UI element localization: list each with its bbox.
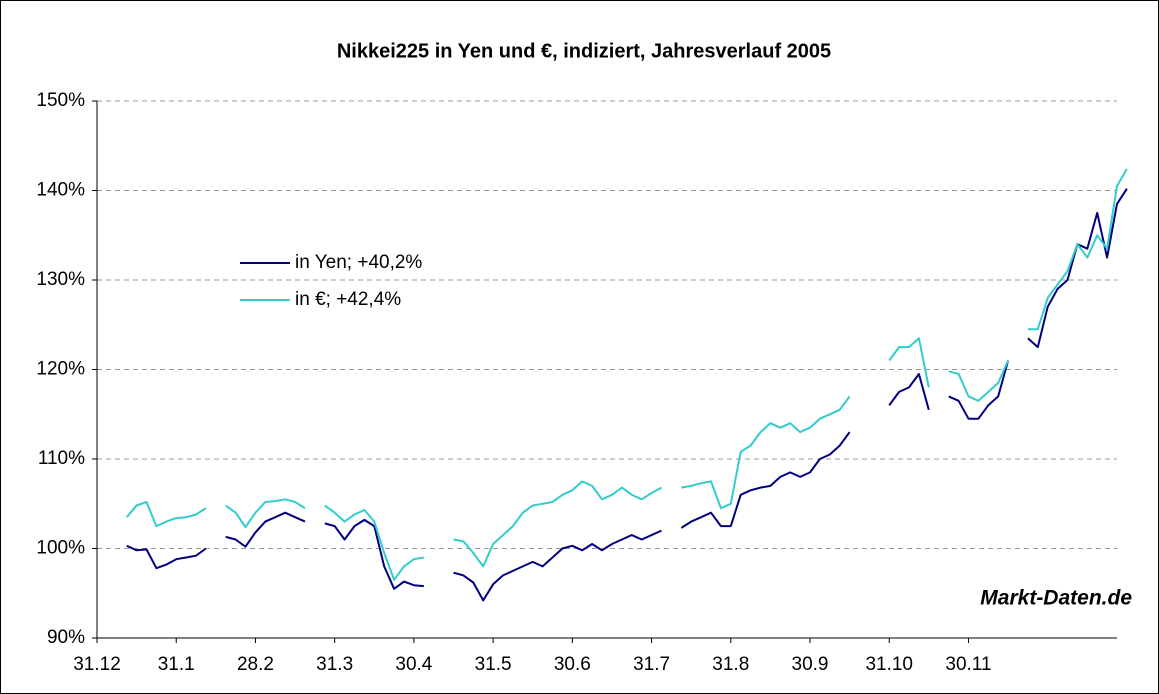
x-tick-label: 31.3 xyxy=(316,654,353,675)
x-tick-label: 31.8 xyxy=(712,654,749,675)
legend-label: in Yen; +40,2% xyxy=(295,252,422,273)
annotation: Markt-Daten.de xyxy=(980,587,1132,610)
x-tick-label: 30.4 xyxy=(395,654,432,675)
x-tick-label: 28.2 xyxy=(237,654,274,675)
chart-title: Nikkei225 in Yen und €, indiziert, Jahre… xyxy=(337,40,831,62)
x-tick-label: 31.10 xyxy=(865,654,913,675)
x-tick-label: 30.11 xyxy=(945,654,991,675)
y-tick-label: 150% xyxy=(36,90,85,111)
x-tick-label: 30.6 xyxy=(554,654,591,675)
line-series xyxy=(126,188,1128,602)
legend-label: in €; +42,4% xyxy=(295,289,401,310)
x-tick-label: 31.7 xyxy=(633,654,670,675)
x-tick-label: 31.12 xyxy=(73,654,121,675)
y-tick-label: 120% xyxy=(36,359,85,380)
y-tick-label: 140% xyxy=(36,180,85,201)
y-tick-label: 100% xyxy=(36,538,85,559)
y-tick-label: 110% xyxy=(38,448,85,469)
line-series xyxy=(125,168,1128,581)
y-tick-label: 90% xyxy=(47,627,85,648)
x-tick-label: 31.1 xyxy=(158,654,195,675)
x-tick-label: 31.5 xyxy=(475,654,512,675)
x-tick-label: 30.9 xyxy=(792,654,829,675)
y-tick-label: 130% xyxy=(36,269,85,290)
